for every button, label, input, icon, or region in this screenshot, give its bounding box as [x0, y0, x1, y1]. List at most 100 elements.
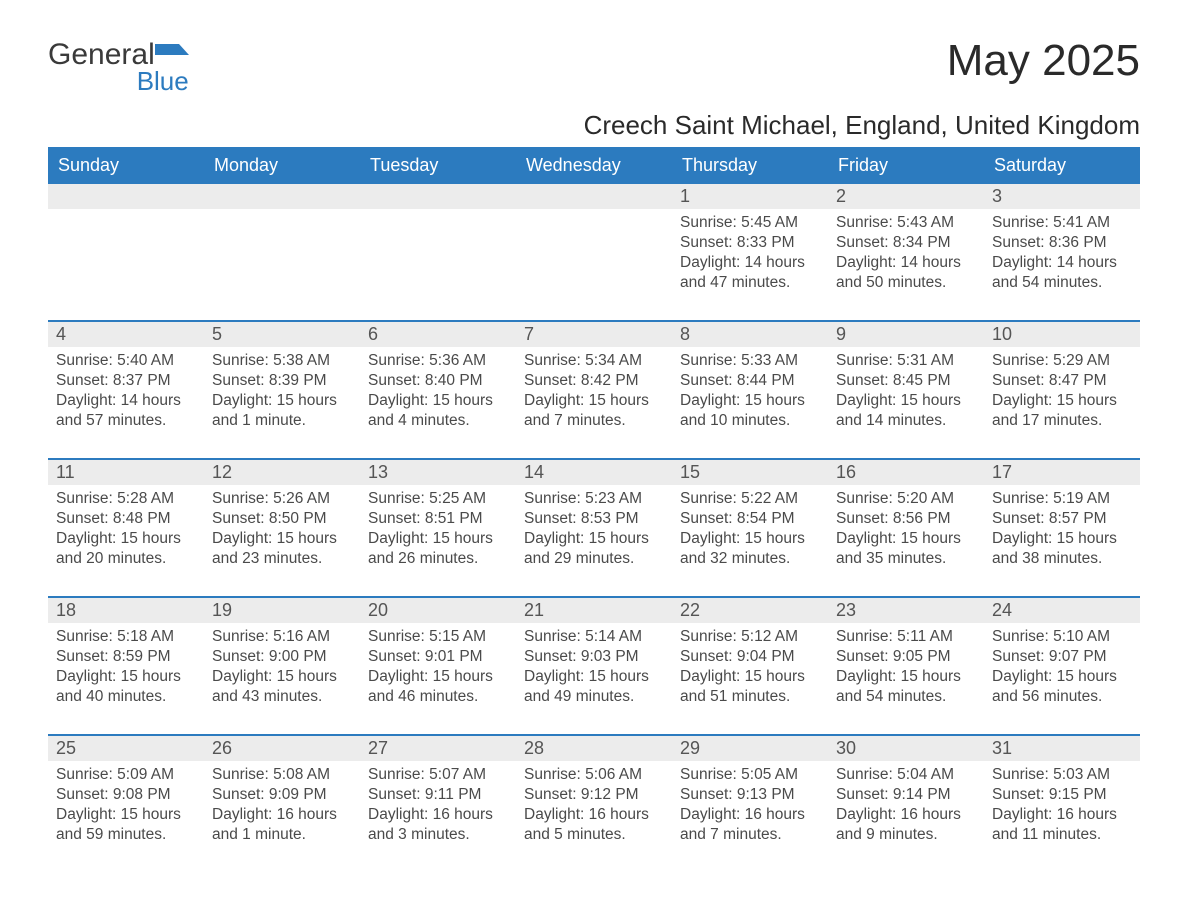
sunset-line: Sunset: 8:53 PM [524, 509, 664, 529]
day-details: Sunrise: 5:19 AMSunset: 8:57 PMDaylight:… [984, 485, 1140, 570]
calendar-cell: 14Sunrise: 5:23 AMSunset: 8:53 PMDayligh… [516, 460, 672, 582]
day-number: 22 [672, 598, 828, 623]
sunset-line: Sunset: 8:42 PM [524, 371, 664, 391]
daylight-line: Daylight: 16 hours and 3 minutes. [368, 805, 508, 845]
dow-sunday: Sunday [48, 147, 204, 184]
sunset-line: Sunset: 8:34 PM [836, 233, 976, 253]
sunset-line: Sunset: 9:08 PM [56, 785, 196, 805]
sunset-line: Sunset: 8:44 PM [680, 371, 820, 391]
daylight-line: Daylight: 15 hours and 35 minutes. [836, 529, 976, 569]
calendar-cell: 13Sunrise: 5:25 AMSunset: 8:51 PMDayligh… [360, 460, 516, 582]
day-number: 24 [984, 598, 1140, 623]
sunrise-line: Sunrise: 5:06 AM [524, 765, 664, 785]
day-details: Sunrise: 5:41 AMSunset: 8:36 PMDaylight:… [984, 209, 1140, 294]
daylight-line: Daylight: 16 hours and 1 minute. [212, 805, 352, 845]
calendar-cell: 25Sunrise: 5:09 AMSunset: 9:08 PMDayligh… [48, 736, 204, 858]
sunrise-line: Sunrise: 5:29 AM [992, 351, 1132, 371]
day-number: 9 [828, 322, 984, 347]
sunrise-line: Sunrise: 5:22 AM [680, 489, 820, 509]
day-details: Sunrise: 5:03 AMSunset: 9:15 PMDaylight:… [984, 761, 1140, 846]
daylight-line: Daylight: 15 hours and 51 minutes. [680, 667, 820, 707]
sunset-line: Sunset: 9:05 PM [836, 647, 976, 667]
sunset-line: Sunset: 9:01 PM [368, 647, 508, 667]
day-details: Sunrise: 5:09 AMSunset: 9:08 PMDaylight:… [48, 761, 204, 846]
day-number [360, 184, 516, 209]
calendar-cell: 2Sunrise: 5:43 AMSunset: 8:34 PMDaylight… [828, 184, 984, 306]
sunrise-line: Sunrise: 5:10 AM [992, 627, 1132, 647]
calendar-week: 25Sunrise: 5:09 AMSunset: 9:08 PMDayligh… [48, 734, 1140, 858]
calendar-cell: 19Sunrise: 5:16 AMSunset: 9:00 PMDayligh… [204, 598, 360, 720]
day-number: 25 [48, 736, 204, 761]
daylight-line: Daylight: 15 hours and 20 minutes. [56, 529, 196, 569]
day-number: 19 [204, 598, 360, 623]
sunset-line: Sunset: 9:00 PM [212, 647, 352, 667]
calendar-cell: 16Sunrise: 5:20 AMSunset: 8:56 PMDayligh… [828, 460, 984, 582]
daylight-line: Daylight: 16 hours and 9 minutes. [836, 805, 976, 845]
day-details: Sunrise: 5:43 AMSunset: 8:34 PMDaylight:… [828, 209, 984, 294]
sunrise-line: Sunrise: 5:38 AM [212, 351, 352, 371]
sunset-line: Sunset: 8:48 PM [56, 509, 196, 529]
calendar-cell: 12Sunrise: 5:26 AMSunset: 8:50 PMDayligh… [204, 460, 360, 582]
sunrise-line: Sunrise: 5:20 AM [836, 489, 976, 509]
day-details: Sunrise: 5:34 AMSunset: 8:42 PMDaylight:… [516, 347, 672, 432]
sunset-line: Sunset: 9:07 PM [992, 647, 1132, 667]
sunrise-line: Sunrise: 5:14 AM [524, 627, 664, 647]
day-details: Sunrise: 5:11 AMSunset: 9:05 PMDaylight:… [828, 623, 984, 708]
sunrise-line: Sunrise: 5:34 AM [524, 351, 664, 371]
calendar-cell: 24Sunrise: 5:10 AMSunset: 9:07 PMDayligh… [984, 598, 1140, 720]
day-details: Sunrise: 5:33 AMSunset: 8:44 PMDaylight:… [672, 347, 828, 432]
daylight-line: Daylight: 15 hours and 59 minutes. [56, 805, 196, 845]
daylight-line: Daylight: 15 hours and 54 minutes. [836, 667, 976, 707]
daylight-line: Daylight: 15 hours and 29 minutes. [524, 529, 664, 569]
daylight-line: Daylight: 15 hours and 4 minutes. [368, 391, 508, 431]
calendar-week: 4Sunrise: 5:40 AMSunset: 8:37 PMDaylight… [48, 320, 1140, 444]
day-number: 5 [204, 322, 360, 347]
sunrise-line: Sunrise: 5:23 AM [524, 489, 664, 509]
day-number [204, 184, 360, 209]
calendar-cell: 23Sunrise: 5:11 AMSunset: 9:05 PMDayligh… [828, 598, 984, 720]
day-number: 31 [984, 736, 1140, 761]
calendar-cell [204, 184, 360, 306]
day-number: 15 [672, 460, 828, 485]
sunset-line: Sunset: 8:37 PM [56, 371, 196, 391]
day-number: 7 [516, 322, 672, 347]
day-number: 12 [204, 460, 360, 485]
day-number: 27 [360, 736, 516, 761]
calendar-cell: 22Sunrise: 5:12 AMSunset: 9:04 PMDayligh… [672, 598, 828, 720]
day-details: Sunrise: 5:18 AMSunset: 8:59 PMDaylight:… [48, 623, 204, 708]
daylight-line: Daylight: 15 hours and 17 minutes. [992, 391, 1132, 431]
sunrise-line: Sunrise: 5:41 AM [992, 213, 1132, 233]
day-number: 11 [48, 460, 204, 485]
dow-saturday: Saturday [984, 147, 1140, 184]
day-number: 30 [828, 736, 984, 761]
day-details: Sunrise: 5:08 AMSunset: 9:09 PMDaylight:… [204, 761, 360, 846]
calendar-cell: 3Sunrise: 5:41 AMSunset: 8:36 PMDaylight… [984, 184, 1140, 306]
calendar-cell: 20Sunrise: 5:15 AMSunset: 9:01 PMDayligh… [360, 598, 516, 720]
sunset-line: Sunset: 8:39 PM [212, 371, 352, 391]
calendar-cell: 15Sunrise: 5:22 AMSunset: 8:54 PMDayligh… [672, 460, 828, 582]
calendar-cell [48, 184, 204, 306]
day-details: Sunrise: 5:25 AMSunset: 8:51 PMDaylight:… [360, 485, 516, 570]
sunset-line: Sunset: 8:51 PM [368, 509, 508, 529]
sunrise-line: Sunrise: 5:05 AM [680, 765, 820, 785]
calendar-cell: 1Sunrise: 5:45 AMSunset: 8:33 PMDaylight… [672, 184, 828, 306]
sunset-line: Sunset: 9:15 PM [992, 785, 1132, 805]
daylight-line: Daylight: 15 hours and 1 minute. [212, 391, 352, 431]
sunset-line: Sunset: 9:04 PM [680, 647, 820, 667]
sunset-line: Sunset: 8:57 PM [992, 509, 1132, 529]
day-details: Sunrise: 5:05 AMSunset: 9:13 PMDaylight:… [672, 761, 828, 846]
location-subtitle: Creech Saint Michael, England, United Ki… [48, 110, 1140, 141]
day-details: Sunrise: 5:15 AMSunset: 9:01 PMDaylight:… [360, 623, 516, 708]
sunrise-line: Sunrise: 5:28 AM [56, 489, 196, 509]
daylight-line: Daylight: 14 hours and 47 minutes. [680, 253, 820, 293]
calendar-cell: 10Sunrise: 5:29 AMSunset: 8:47 PMDayligh… [984, 322, 1140, 444]
day-details: Sunrise: 5:04 AMSunset: 9:14 PMDaylight:… [828, 761, 984, 846]
dow-tuesday: Tuesday [360, 147, 516, 184]
calendar-cell: 4Sunrise: 5:40 AMSunset: 8:37 PMDaylight… [48, 322, 204, 444]
dow-wednesday: Wednesday [516, 147, 672, 184]
brand-text: General Blue [48, 40, 189, 94]
sunrise-line: Sunrise: 5:45 AM [680, 213, 820, 233]
calendar-cell [516, 184, 672, 306]
sunset-line: Sunset: 9:03 PM [524, 647, 664, 667]
dow-thursday: Thursday [672, 147, 828, 184]
